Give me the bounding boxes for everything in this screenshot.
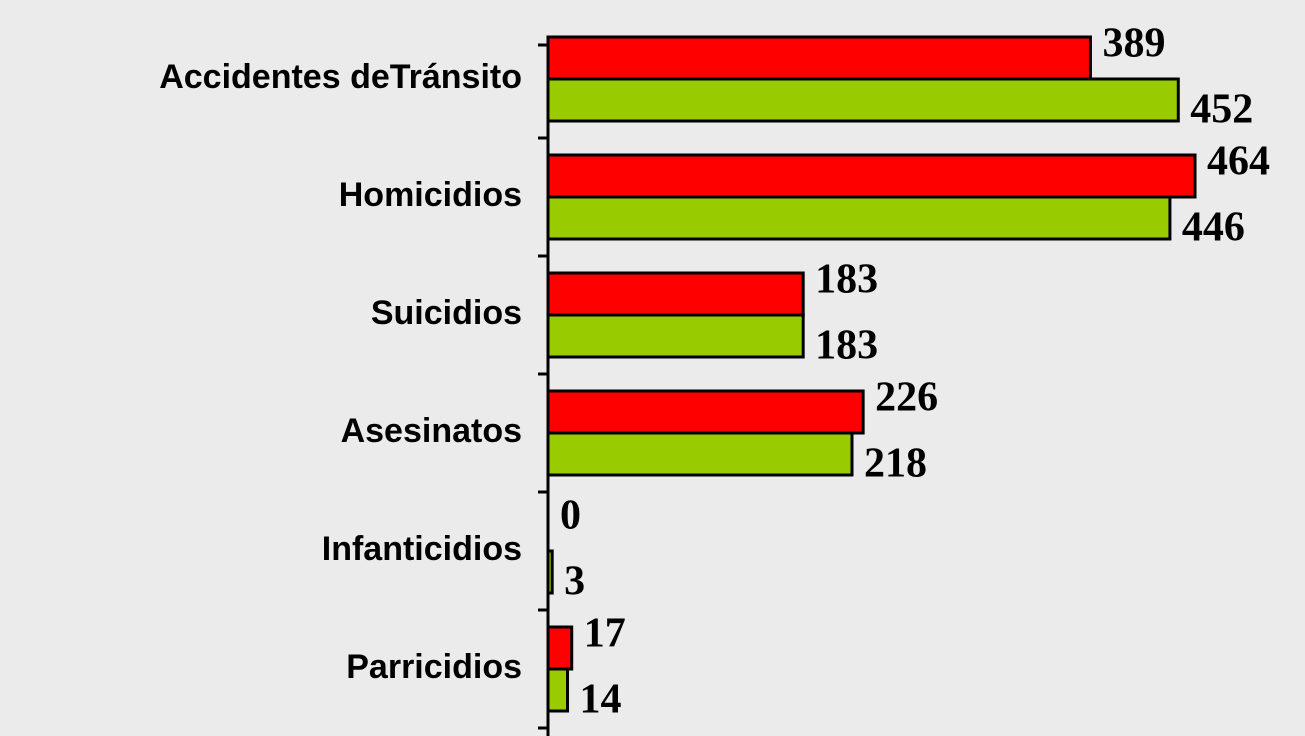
bar (546, 271, 805, 317)
y-tick-label: Homicidios (339, 176, 522, 214)
bar (546, 625, 574, 671)
data-label: 452 (1190, 87, 1253, 133)
data-label: 218 (864, 441, 927, 487)
data-label: 14 (580, 677, 622, 723)
data-label: 389 (1102, 21, 1165, 67)
data-label: 183 (815, 323, 878, 369)
data-label: 446 (1182, 205, 1245, 251)
bar (546, 77, 1180, 123)
data-label: 0 (560, 493, 581, 539)
bar (546, 35, 1092, 81)
bar (546, 195, 1172, 241)
bar (546, 313, 805, 359)
bar (546, 389, 865, 435)
data-label: 3 (564, 559, 585, 605)
data-label: 226 (875, 375, 938, 421)
bar (546, 431, 854, 477)
y-tick-label: Infanticidios (322, 530, 522, 568)
y-tick-label: Parricidios (346, 648, 522, 686)
y-tick-label: Asesinatos (341, 412, 522, 450)
data-label: 17 (584, 611, 626, 657)
y-tick-label: Accidentes deTránsito (159, 58, 522, 96)
bar (546, 667, 570, 713)
y-tick-label: Suicidios (371, 294, 522, 332)
data-label: 464 (1207, 139, 1270, 185)
data-label: 183 (815, 257, 878, 303)
bar (546, 153, 1197, 199)
